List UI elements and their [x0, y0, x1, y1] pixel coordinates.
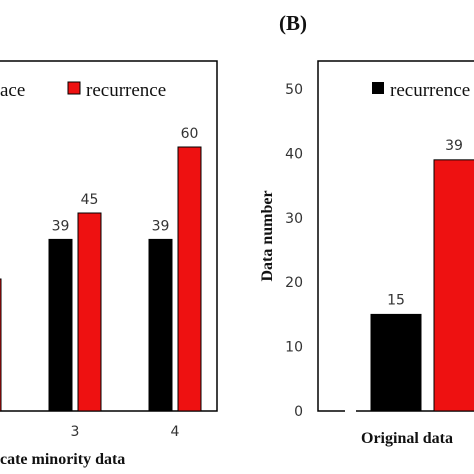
panel-a-legend-swatch-recurrence — [67, 81, 81, 95]
panel-a-bars — [0, 146, 202, 412]
panel-b-y-tick-50: 50 — [285, 82, 303, 98]
panel-b-legend-text: recurrence — [390, 80, 470, 101]
panel-b-x-axis-title: Original data — [361, 430, 453, 447]
panel-b-bars — [370, 159, 474, 412]
panel-a-x-tick-3: 3 — [71, 424, 80, 440]
panel-a-data-label-recurrence-4: 60 — [181, 126, 199, 142]
panel-a-data-label-non-recurrence-3: 39 — [52, 218, 70, 234]
panel-a-data-label-non-recurrence-4: 39 — [152, 218, 170, 234]
panel-b-y-tick-10: 10 — [285, 340, 303, 356]
panel-b-legend-swatch-nonrecurrence — [372, 82, 384, 94]
panel-a-x-tick-4: 4 — [171, 424, 180, 440]
panel-b-bar-recurrence — [433, 159, 474, 412]
panel-a-bar-non-recurrence-4 — [148, 238, 173, 412]
panel-a-legend-left-text: ace — [0, 80, 25, 101]
panel-a-x-axis-title: cate minority data — [0, 451, 125, 468]
panel-b-y-ticks: 0 10 20 30 40 50 — [285, 82, 303, 420]
panel-a-bar-recurrence-2 — [0, 278, 2, 412]
panel-a-data-labels: 39 45 39 60 — [52, 126, 199, 234]
panel-b-bar-non-recurrence — [370, 313, 422, 412]
panel-a-data-label-recurrence-3: 45 — [81, 192, 99, 208]
panel-b-y-tick-0: 0 — [294, 404, 303, 420]
panel-a-frame — [0, 60, 218, 412]
panel-b-y-tick-20: 20 — [285, 275, 303, 291]
panel-a-bar-recurrence-4 — [177, 146, 202, 412]
panel-b-data-label-non-recurrence: 15 — [387, 292, 405, 308]
panel-b-label: (B) — [279, 11, 307, 35]
panel-b-y-tick-30: 30 — [285, 211, 303, 227]
panel-b-y-axis-title: Data number — [259, 190, 276, 281]
panel-b-y-tick-40: 40 — [285, 146, 303, 162]
panel-a-bar-non-recurrence-3 — [48, 238, 73, 412]
panel-a-legend-recurrence-text: recurrence — [86, 80, 166, 101]
panel-b-data-label-recurrence: 39 — [445, 138, 463, 154]
panel-a-bar-recurrence-3 — [77, 212, 102, 412]
